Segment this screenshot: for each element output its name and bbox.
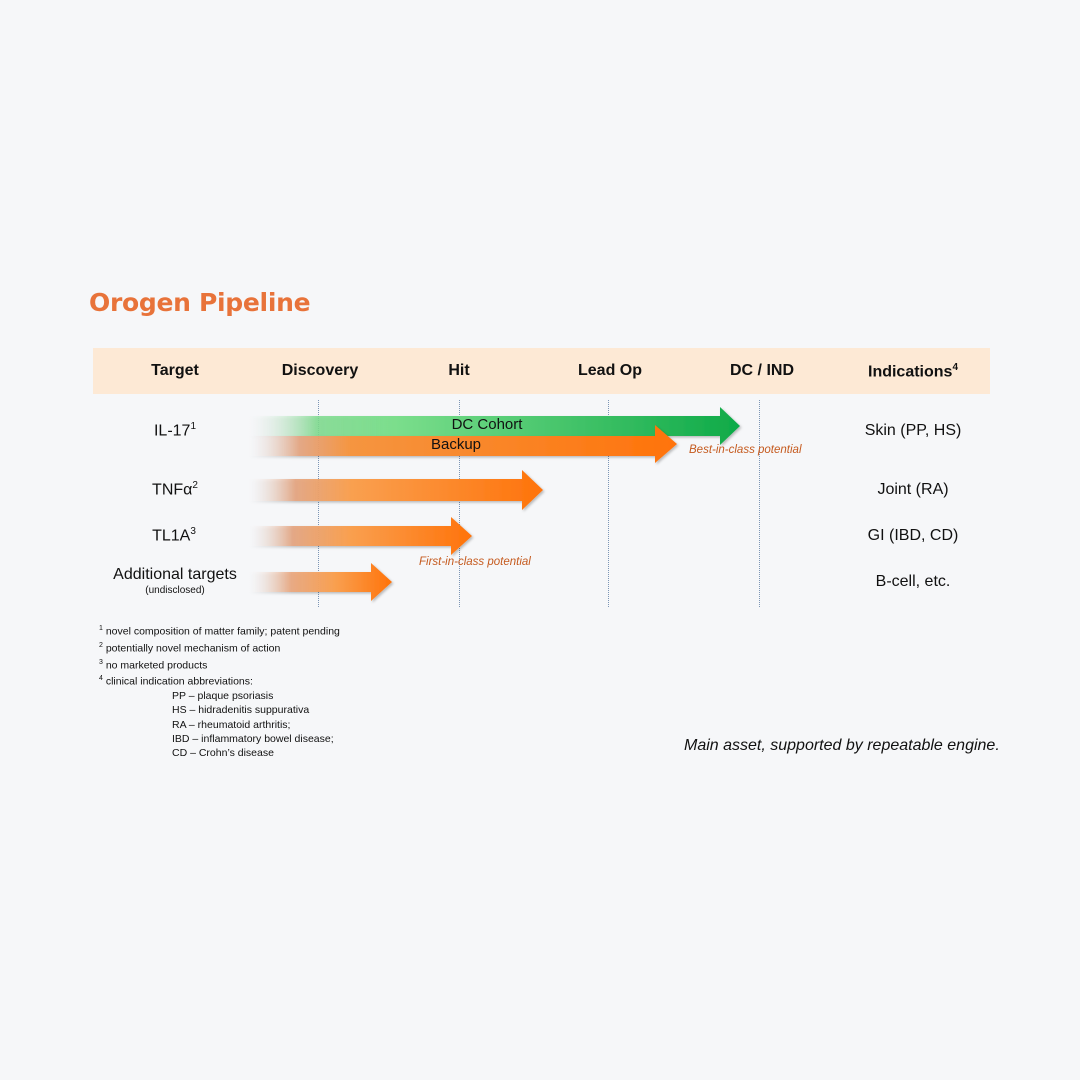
abbreviation-ibd: IBD – inflammatory bowel disease; bbox=[172, 733, 334, 746]
footnotes: 1 novel composition of matter family; pa… bbox=[99, 622, 340, 761]
stage-header: Target Discovery Hit Lead Op DC / IND In… bbox=[93, 348, 990, 394]
footnote-1: 1 novel composition of matter family; pa… bbox=[99, 625, 340, 638]
stage-divider bbox=[608, 400, 609, 607]
arrow-tnfa bbox=[248, 470, 543, 510]
target-tl1a: TL1A3 bbox=[152, 526, 196, 545]
header-discovery: Discovery bbox=[281, 362, 359, 379]
tagline: Main asset, supported by repeatable engi… bbox=[684, 737, 1000, 754]
footnote-4: 4 clinical indication abbreviations: bbox=[99, 675, 253, 688]
abbreviation-pp: PP – plaque psoriasis bbox=[172, 690, 274, 703]
arrow-label-dc-cohort: DC Cohort bbox=[451, 416, 523, 433]
stage-divider bbox=[459, 400, 460, 607]
page-title: Orogen Pipeline bbox=[89, 288, 311, 317]
arrow-additional bbox=[248, 563, 392, 601]
target-additional: Additional targets (undisclosed) bbox=[113, 566, 237, 596]
footnote-3: 3 no marketed products bbox=[99, 658, 208, 672]
abbreviation-hs: HS – hidradenitis suppurativa bbox=[172, 704, 310, 717]
header-hit: Hit bbox=[448, 362, 470, 379]
arrow-tl1a bbox=[248, 517, 472, 555]
indication-il17: Skin (PP, HS) bbox=[864, 422, 962, 439]
stage-divider bbox=[318, 400, 319, 607]
header-target: Target bbox=[151, 362, 199, 379]
indication-additional: B-cell, etc. bbox=[875, 573, 951, 590]
arrow-il17-backup bbox=[248, 425, 677, 463]
header-lead-op: Lead Op bbox=[577, 362, 643, 379]
target-il17: IL-171 bbox=[153, 421, 197, 440]
footnote-2: 2 potentially novel mechanism of action bbox=[99, 641, 281, 655]
target-tnfa: TNFα2 bbox=[152, 480, 198, 499]
indication-tl1a: GI (IBD, CD) bbox=[867, 527, 959, 544]
stage-divider bbox=[759, 400, 760, 607]
abbreviation-cd: CD – Crohn’s disease bbox=[172, 747, 274, 760]
annotation-first-in-class: First-in-class potential bbox=[419, 556, 531, 568]
header-indications: Indications4 bbox=[867, 362, 959, 381]
indication-tnfa: Joint (RA) bbox=[877, 481, 949, 498]
abbreviation-ra: RA – rheumatoid arthritis; bbox=[172, 718, 291, 731]
annotation-best-in-class: Best-in-class potential bbox=[689, 444, 802, 456]
header-dc-ind: DC / IND bbox=[730, 362, 794, 379]
arrow-il17-dc-cohort bbox=[248, 407, 740, 445]
arrow-label-backup: Backup bbox=[430, 436, 482, 453]
